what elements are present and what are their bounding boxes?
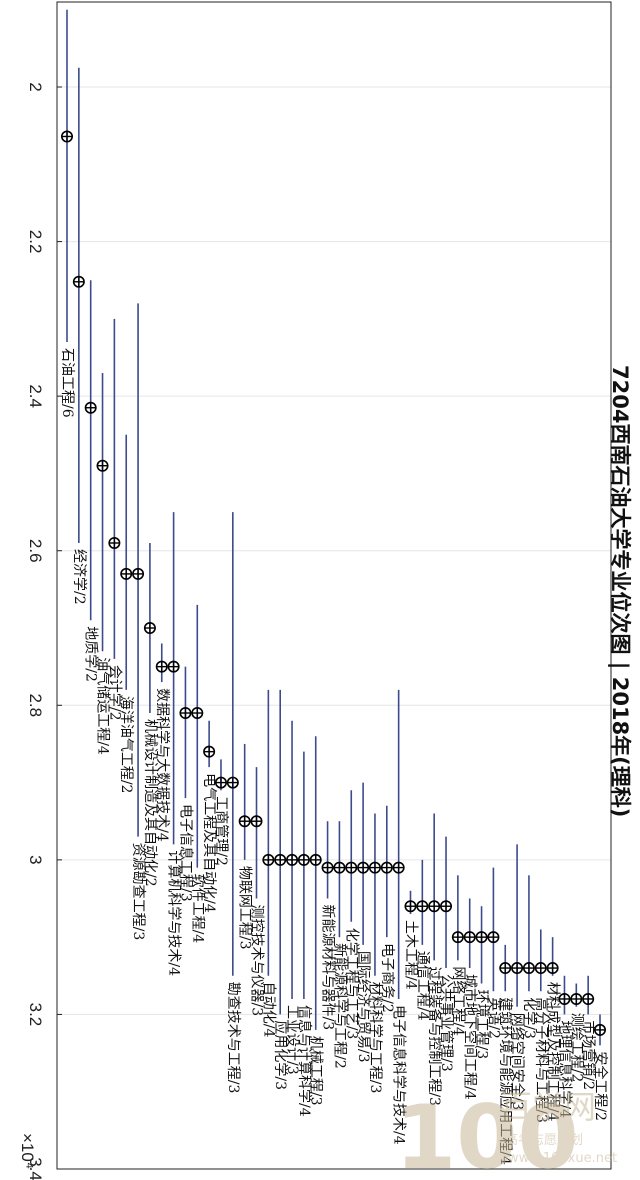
category-label: 自动化/4 <box>260 982 276 1038</box>
y-tick-label: 3 <box>26 855 45 864</box>
y-tick-label: 2.2 <box>26 230 45 254</box>
category-label: 市场营销/2 <box>580 1020 597 1090</box>
category-label: 安全工程/2 <box>592 1051 609 1121</box>
axis-scale-note: ×10⁴ <box>18 1133 37 1169</box>
category-label: 测绘工程/2 <box>568 1013 584 1083</box>
category-label: 计算机科学与技术/4 <box>166 850 182 976</box>
watermark-subtitle: 高考志愿规划 <box>505 1132 583 1148</box>
category-label: 材料成型及控制工程/4 <box>545 982 561 1122</box>
category-label: 会计学/2 <box>106 665 122 721</box>
category-label: 经济学/2 <box>71 549 87 605</box>
y-tick-label: 2.6 <box>26 539 45 563</box>
category-label: 化学工程与工艺/3 <box>343 928 359 1040</box>
y-tick-label: 3.2 <box>26 1003 45 1027</box>
category-label: 石油工程/6 <box>59 348 75 418</box>
category-label: 高分子材料与工程/3 <box>533 997 550 1123</box>
category-label: 通信工程/4 <box>414 951 430 1021</box>
y-tick-label: 2 <box>26 82 45 91</box>
category-label: 过程装备与控制工程/3 <box>426 966 443 1106</box>
category-label: 资源勘查工程/3 <box>130 843 146 941</box>
category-label: 电子信息工程/3 <box>177 804 194 902</box>
category-label: 新能源材料与器件/3 <box>320 905 336 1031</box>
y-axis-ticks: 2 2.2 2.4 2.6 2.8 3 3.2 3.4 <box>26 82 62 1180</box>
category-label: 勘查技术与工程/3 <box>225 982 241 1094</box>
category-label: 机械工程/3 <box>308 1036 324 1106</box>
category-label: 城市地下空间工程/4 <box>462 974 479 1100</box>
category-label: 数据科学与大数据技术/4 <box>154 688 170 842</box>
category-label: 工业设计/3 <box>284 1005 300 1075</box>
category-label: 应用化学/3 <box>272 1020 289 1090</box>
category-label: 油气储运工程/4 <box>95 657 111 755</box>
chart-title: 7204西南石油大学专业位次图 | 2018年(理科) <box>607 365 632 817</box>
category-label: 海洋油气工程/2 <box>118 696 134 794</box>
watermark-logo: 100 <box>395 1086 579 1180</box>
category-label: 英语/2 <box>485 997 502 1039</box>
y-tick-label: 2.4 <box>26 384 45 408</box>
category-label: 电子信息科学与技术/4 <box>391 1005 408 1145</box>
y-tick-label: 2.8 <box>26 693 45 717</box>
category-label: 地质学/2 <box>83 626 99 682</box>
watermark-brand: 百学网 <box>500 1088 596 1126</box>
category-label: 公共事业管理/3 <box>438 974 454 1072</box>
category-label: 新能源科学与工程/2 <box>331 943 347 1069</box>
category-label: 材料科学与工程/3 <box>367 982 383 1094</box>
chart-marks <box>60 9 606 1046</box>
category-label: 软件工程/4 <box>189 874 205 944</box>
category-label: 机械设计制造及其自动化/2 <box>142 719 158 887</box>
category-label: 网络工程/4 <box>450 966 466 1036</box>
watermark-url: www.100xue.net <box>508 1151 617 1166</box>
plot-area-border <box>56 1 612 1170</box>
category-label: 化学/3 <box>521 997 537 1039</box>
category-label: 国际经济与贸易/3 <box>355 951 371 1063</box>
category-label: 物联网工程/3 <box>237 866 253 950</box>
watermark: 100 百学网 高考志愿规划 www.100xue.net <box>395 1086 617 1180</box>
category-label: 电子商务/2 <box>379 943 395 1013</box>
category-label: 土木工程/4 <box>402 920 418 990</box>
category-label: 工商管理/2 <box>213 796 229 866</box>
category-label: 环境工程/3 <box>474 990 490 1060</box>
y-tick-label: 3.4 <box>26 1157 45 1180</box>
category-label: 测控技术与仪器/3 <box>249 905 265 1017</box>
category-label: 建筑环境与能源应用工程/4 <box>497 997 514 1165</box>
category-label: 网络空间安全/3 <box>509 1013 526 1111</box>
category-label: 信息与计算科学/4 <box>296 1005 313 1117</box>
category-label: 地理信息科学/4 <box>556 1020 573 1118</box>
category-label: 电气工程及其自动化/4 <box>201 773 217 913</box>
